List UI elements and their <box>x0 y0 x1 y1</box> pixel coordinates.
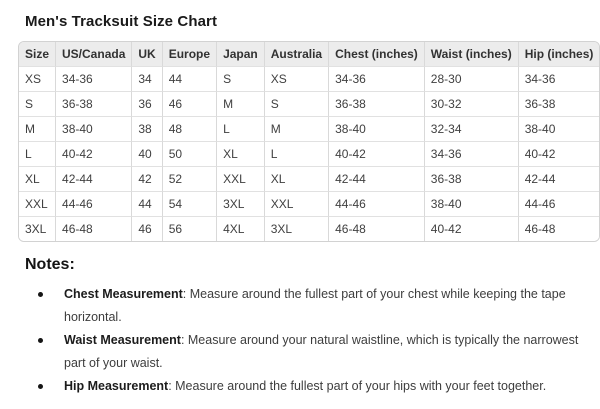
cell: 46-48 <box>55 216 132 241</box>
cell: 44-46 <box>328 191 424 216</box>
header-cell-chest: Chest (inches) <box>328 42 424 66</box>
cell: 3XL <box>263 216 329 241</box>
cell: 30-32 <box>423 91 518 116</box>
cell: S <box>19 91 56 116</box>
cell: 38 <box>131 116 162 141</box>
cell: 3XL <box>216 191 264 216</box>
note-text: : Measure around your natural waistline,… <box>64 333 579 370</box>
cell: 44-46 <box>55 191 132 216</box>
note-text: : Measure around the fullest part of you… <box>64 287 566 324</box>
notes-heading: Notes: <box>25 256 75 273</box>
cell: 40-42 <box>423 216 518 241</box>
cell: 46-48 <box>517 216 600 241</box>
cell: 40-42 <box>328 141 424 166</box>
cell: S <box>263 91 329 116</box>
table-row-xl: XL 42-44 42 52 XXL XL 42-44 36-38 42-44 <box>19 166 600 191</box>
table-header-row: Size US/Canada UK Europe Japan Australia… <box>19 42 600 66</box>
page: Men's Tracksuit Size Chart Size US/Canad… <box>18 13 600 398</box>
cell: 34-36 <box>328 66 424 91</box>
cell: 40-42 <box>517 141 600 166</box>
cell: 28-30 <box>423 66 518 91</box>
note-item-chest: Chest Measurement: Measure around the fu… <box>25 283 600 329</box>
note-label: Chest Measurement <box>64 287 183 301</box>
cell: 3XL <box>19 216 56 241</box>
cell: XS <box>263 66 329 91</box>
bullet-icon <box>38 384 43 389</box>
cell: 38-40 <box>55 116 132 141</box>
cell: 38-40 <box>517 116 600 141</box>
cell: 42-44 <box>55 166 132 191</box>
cell: 44 <box>161 66 217 91</box>
cell: M <box>19 116 56 141</box>
notes-list: Chest Measurement: Measure around the fu… <box>25 283 600 398</box>
cell: 36-38 <box>55 91 132 116</box>
cell: S <box>216 66 264 91</box>
cell: 44 <box>131 191 162 216</box>
cell: XS <box>19 66 56 91</box>
header-cell-europe: Europe <box>161 42 217 66</box>
table-row-m: M 38-40 38 48 L M 38-40 32-34 38-40 <box>19 116 600 141</box>
header-cell-hip: Hip (inches) <box>517 42 600 66</box>
note-item-hip: Hip Measurement: Measure around the full… <box>25 375 600 398</box>
cell: 32-34 <box>423 116 518 141</box>
cell: 56 <box>161 216 217 241</box>
cell: 44-46 <box>517 191 600 216</box>
cell: 34-36 <box>423 141 518 166</box>
cell: 34-36 <box>55 66 132 91</box>
cell: 42 <box>131 166 162 191</box>
cell: 40-42 <box>55 141 132 166</box>
header-cell-us-canada: US/Canada <box>55 42 132 66</box>
header-cell-japan: Japan <box>216 42 264 66</box>
cell: 48 <box>161 116 217 141</box>
cell: 4XL <box>216 216 264 241</box>
cell: 46 <box>131 216 162 241</box>
cell: L <box>19 141 56 166</box>
cell: 42-44 <box>328 166 424 191</box>
cell: 34-36 <box>517 66 600 91</box>
cell: 38-40 <box>328 116 424 141</box>
note-label: Hip Measurement <box>64 379 169 393</box>
cell: 46 <box>161 91 217 116</box>
cell: XL <box>19 166 56 191</box>
cell: 54 <box>161 191 217 216</box>
cell: 42-44 <box>517 166 600 191</box>
cell: M <box>263 116 329 141</box>
cell: L <box>263 141 329 166</box>
note-text: : Measure around the fullest part of you… <box>168 379 547 393</box>
cell: 50 <box>161 141 217 166</box>
cell: XL <box>216 141 264 166</box>
cell: XXL <box>216 166 264 191</box>
cell: M <box>216 91 264 116</box>
table-row-xs: XS 34-36 34 44 S XS 34-36 28-30 34-36 <box>19 66 600 91</box>
note-label: Waist Measurement <box>64 333 181 347</box>
bullet-icon <box>38 292 43 297</box>
size-chart-table: Size US/Canada UK Europe Japan Australia… <box>18 41 600 242</box>
table-row-s: S 36-38 36 46 M S 36-38 30-32 36-38 <box>19 91 600 116</box>
cell: L <box>216 116 264 141</box>
header-cell-uk: UK <box>131 42 162 66</box>
cell: XXL <box>19 191 56 216</box>
cell: 40 <box>131 141 162 166</box>
page-title: Men's Tracksuit Size Chart <box>25 13 218 30</box>
cell: 36-38 <box>328 91 424 116</box>
cell: XXL <box>263 191 329 216</box>
cell: 36-38 <box>517 91 600 116</box>
header-cell-waist: Waist (inches) <box>423 42 518 66</box>
header-cell-size: Size <box>19 42 56 66</box>
table-row-3xl: 3XL 46-48 46 56 4XL 3XL 46-48 40-42 46-4… <box>19 216 600 241</box>
cell: 34 <box>131 66 162 91</box>
cell: 52 <box>161 166 217 191</box>
cell: 36-38 <box>423 166 518 191</box>
table-row-xxl: XXL 44-46 44 54 3XL XXL 44-46 38-40 44-4… <box>19 191 600 216</box>
table-row-l: L 40-42 40 50 XL L 40-42 34-36 40-42 <box>19 141 600 166</box>
cell: 46-48 <box>328 216 424 241</box>
cell: 38-40 <box>423 191 518 216</box>
bullet-icon <box>38 338 43 343</box>
cell: XL <box>263 166 329 191</box>
header-cell-australia: Australia <box>263 42 329 66</box>
cell: 36 <box>131 91 162 116</box>
note-item-waist: Waist Measurement: Measure around your n… <box>25 329 600 375</box>
